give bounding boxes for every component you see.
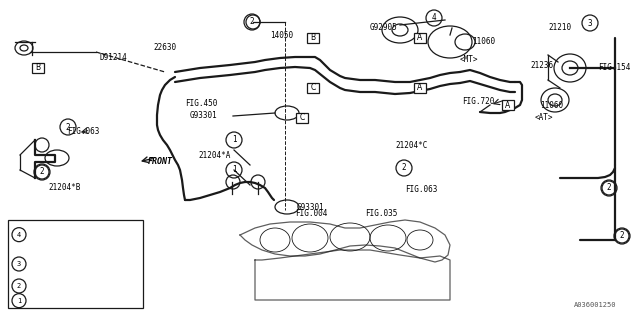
Text: A: A [417,34,422,43]
Text: FIG.035: FIG.035 [365,210,397,219]
Text: G92905: G92905 [370,23,397,33]
Text: C: C [300,114,305,123]
Text: 21204*A: 21204*A [198,150,230,159]
Text: 2: 2 [402,164,406,172]
Text: 21204*B: 21204*B [48,183,81,193]
Text: 21236: 21236 [530,60,553,69]
Text: 2: 2 [250,18,254,27]
Text: 21210: 21210 [548,22,571,31]
Text: B: B [35,63,40,73]
Text: 0923S: 0923S [33,283,54,289]
Text: 0104S*A (-1304): 0104S*A (-1304) [33,226,93,233]
Text: 22630: 22630 [153,43,176,52]
Text: 11060: 11060 [472,37,495,46]
Text: 14050: 14050 [270,30,293,39]
Text: FIG.004: FIG.004 [295,210,328,219]
Text: 2: 2 [607,183,611,193]
Text: FRONT: FRONT [148,157,173,166]
FancyBboxPatch shape [32,63,44,73]
Text: 1: 1 [232,165,236,174]
FancyBboxPatch shape [414,33,426,43]
Text: J20604 (1203-): J20604 (1203-) [33,266,89,273]
Text: 3: 3 [17,261,21,267]
FancyBboxPatch shape [502,100,514,110]
Text: G93301: G93301 [190,111,218,121]
Text: A: A [506,100,511,109]
Text: FIG.450: FIG.450 [185,100,218,108]
Text: 2: 2 [40,167,44,177]
Text: 21204*C: 21204*C [395,140,428,149]
Text: 2: 2 [66,123,70,132]
Text: F92407: F92407 [33,298,58,304]
Text: <MT>: <MT> [460,55,479,65]
FancyBboxPatch shape [307,83,319,93]
Text: 11060: 11060 [540,100,563,109]
Text: FIG.720: FIG.720 [462,98,494,107]
Text: C: C [310,84,316,92]
FancyBboxPatch shape [307,33,319,43]
FancyBboxPatch shape [296,113,308,123]
Text: J20625 (1304-): J20625 (1304-) [33,237,89,243]
Text: 2: 2 [17,283,21,289]
Text: 1: 1 [17,298,21,304]
Text: 0104S*C (-1203): 0104S*C (-1203) [33,255,93,262]
Text: FIG.063: FIG.063 [405,186,437,195]
Text: FIG.063: FIG.063 [67,126,99,135]
FancyBboxPatch shape [414,83,426,93]
Text: 4: 4 [17,232,21,238]
Text: D91214: D91214 [100,53,128,62]
Text: 3: 3 [588,19,592,28]
Text: FIG.154: FIG.154 [598,63,630,73]
FancyBboxPatch shape [8,220,143,308]
Text: G93301: G93301 [297,204,324,212]
Text: 1: 1 [232,135,236,145]
Text: A: A [417,84,422,92]
Text: 4: 4 [432,13,436,22]
Text: A036001250: A036001250 [574,302,616,308]
Text: B: B [310,34,316,43]
Text: <AT>: <AT> [535,114,554,123]
Text: 2: 2 [620,231,624,241]
